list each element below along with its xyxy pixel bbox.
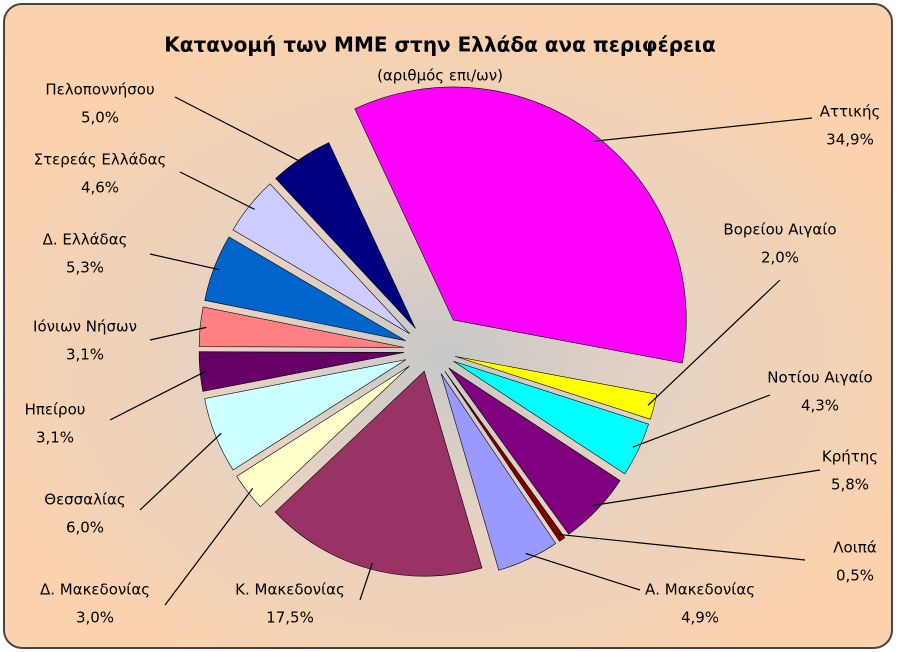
pie-slice <box>440 373 557 571</box>
leader-line <box>558 533 806 561</box>
slice-value-label: 17,5% <box>266 609 314 627</box>
slice-label: Α. Μακεδονίας <box>645 581 755 599</box>
slice-value-label: 5,0% <box>81 109 119 127</box>
slice-value-label: 5,8% <box>831 476 869 494</box>
slice-value-label: 3,1% <box>36 429 74 447</box>
slice-label: Αττικής <box>820 103 881 121</box>
pie-slice <box>198 306 405 348</box>
leader-line <box>591 117 813 143</box>
leader-line <box>525 552 641 591</box>
slice-label: Ιόνιων Νήσων <box>33 318 137 336</box>
slice-label: Κ. Μακεδονίας <box>235 581 345 599</box>
pie-slice <box>453 360 649 475</box>
slice-label: Κρήτης <box>822 448 878 466</box>
slice-label: Θεσσαλίας <box>44 491 125 509</box>
chart-subtitle: (αριθμός επι/ων) <box>377 67 503 85</box>
leader-line <box>174 96 305 165</box>
chart-title: Κατανομή των ΜΜΕ στην Ελλάδα ανα περιφέρ… <box>164 33 715 57</box>
slice-value-label: 3,0% <box>76 609 114 627</box>
slice-label: Νοτίου Αιγαίο <box>767 369 872 387</box>
pie-slice <box>232 183 410 334</box>
chart-background <box>3 3 893 649</box>
leader-line <box>592 469 821 507</box>
leader-line <box>109 370 207 421</box>
pie-slice <box>204 359 407 471</box>
slice-label: Δ. Μακεδονίας <box>40 581 150 599</box>
slice-label: Λοιπά <box>833 539 877 557</box>
pie-slice <box>275 142 416 329</box>
leader-line <box>149 326 207 341</box>
slice-value-label: 3,1% <box>66 346 104 364</box>
leader-line <box>359 562 373 601</box>
pie-slice <box>198 351 405 392</box>
slice-value-label: 2,0% <box>761 249 799 267</box>
pie-slice <box>236 365 410 508</box>
slice-label: Ηπείρου <box>25 401 86 419</box>
slice-value-label: 34,9% <box>826 131 874 149</box>
pie <box>198 86 687 577</box>
pie-slice <box>455 356 658 420</box>
slice-value-label: 6,0% <box>66 519 104 537</box>
slice-label: Στερεάς Ελλάδας <box>34 151 167 169</box>
slice-value-label: 4,3% <box>801 397 839 415</box>
pie-slice <box>444 371 566 542</box>
pie-slice <box>354 86 687 364</box>
pie-slice <box>204 236 406 342</box>
slice-label: Δ. Ελλάδας <box>43 231 128 249</box>
leader-line <box>164 487 254 606</box>
leader-line <box>179 171 255 210</box>
slice-label: Βορείου Αιγαίο <box>723 221 836 239</box>
slice-value-label: 0,5% <box>836 567 874 585</box>
leader-line <box>139 432 222 511</box>
slice-value-label: 4,9% <box>681 609 719 627</box>
slice-value-label: 5,3% <box>66 259 104 277</box>
leader-line <box>647 279 781 406</box>
pie-slice <box>448 367 621 535</box>
slice-value-label: 4,6% <box>81 179 119 197</box>
leader-line <box>149 253 221 271</box>
leader-line <box>632 394 771 448</box>
slice-label: Πελοποννήσου <box>45 81 154 99</box>
